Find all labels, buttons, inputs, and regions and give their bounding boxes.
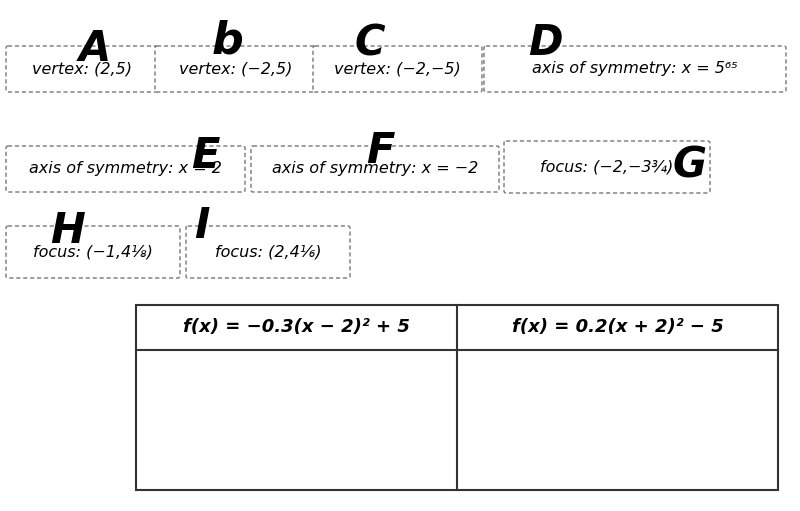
FancyBboxPatch shape — [251, 146, 499, 192]
FancyBboxPatch shape — [484, 46, 786, 92]
Text: F: F — [366, 130, 394, 172]
Text: axis of symmetry: x = 5⁶⁵: axis of symmetry: x = 5⁶⁵ — [532, 61, 738, 77]
Text: axis of symmetry: x = −2: axis of symmetry: x = −2 — [272, 161, 478, 176]
Text: f(x) = −0.3(x − 2)² + 5: f(x) = −0.3(x − 2)² + 5 — [183, 318, 410, 337]
Text: H: H — [50, 210, 86, 252]
Text: focus: (2,4⅙): focus: (2,4⅙) — [214, 244, 322, 260]
Text: vertex: (−2,−5): vertex: (−2,−5) — [334, 61, 461, 77]
FancyBboxPatch shape — [6, 46, 158, 92]
Text: f(x) = 0.2(x + 2)² − 5: f(x) = 0.2(x + 2)² − 5 — [512, 318, 723, 337]
Text: focus: (−1,4⅛): focus: (−1,4⅛) — [33, 244, 153, 260]
FancyBboxPatch shape — [313, 46, 482, 92]
Text: D: D — [528, 22, 562, 64]
Text: I: I — [194, 205, 210, 247]
FancyBboxPatch shape — [155, 46, 317, 92]
Text: E: E — [191, 135, 219, 177]
FancyBboxPatch shape — [6, 146, 245, 192]
Text: C: C — [354, 22, 386, 64]
Text: b: b — [212, 20, 244, 63]
FancyBboxPatch shape — [6, 226, 180, 278]
Text: axis of symmetry: x = 2: axis of symmetry: x = 2 — [29, 161, 222, 176]
Text: G: G — [673, 145, 707, 187]
Text: vertex: (−2,5): vertex: (−2,5) — [179, 61, 293, 77]
Text: vertex: (2,5): vertex: (2,5) — [32, 61, 132, 77]
Bar — [136, 305, 778, 490]
FancyBboxPatch shape — [186, 226, 350, 278]
FancyBboxPatch shape — [504, 141, 710, 193]
Text: A: A — [79, 28, 111, 70]
Text: focus: (−2,−3¾): focus: (−2,−3¾) — [540, 159, 674, 174]
